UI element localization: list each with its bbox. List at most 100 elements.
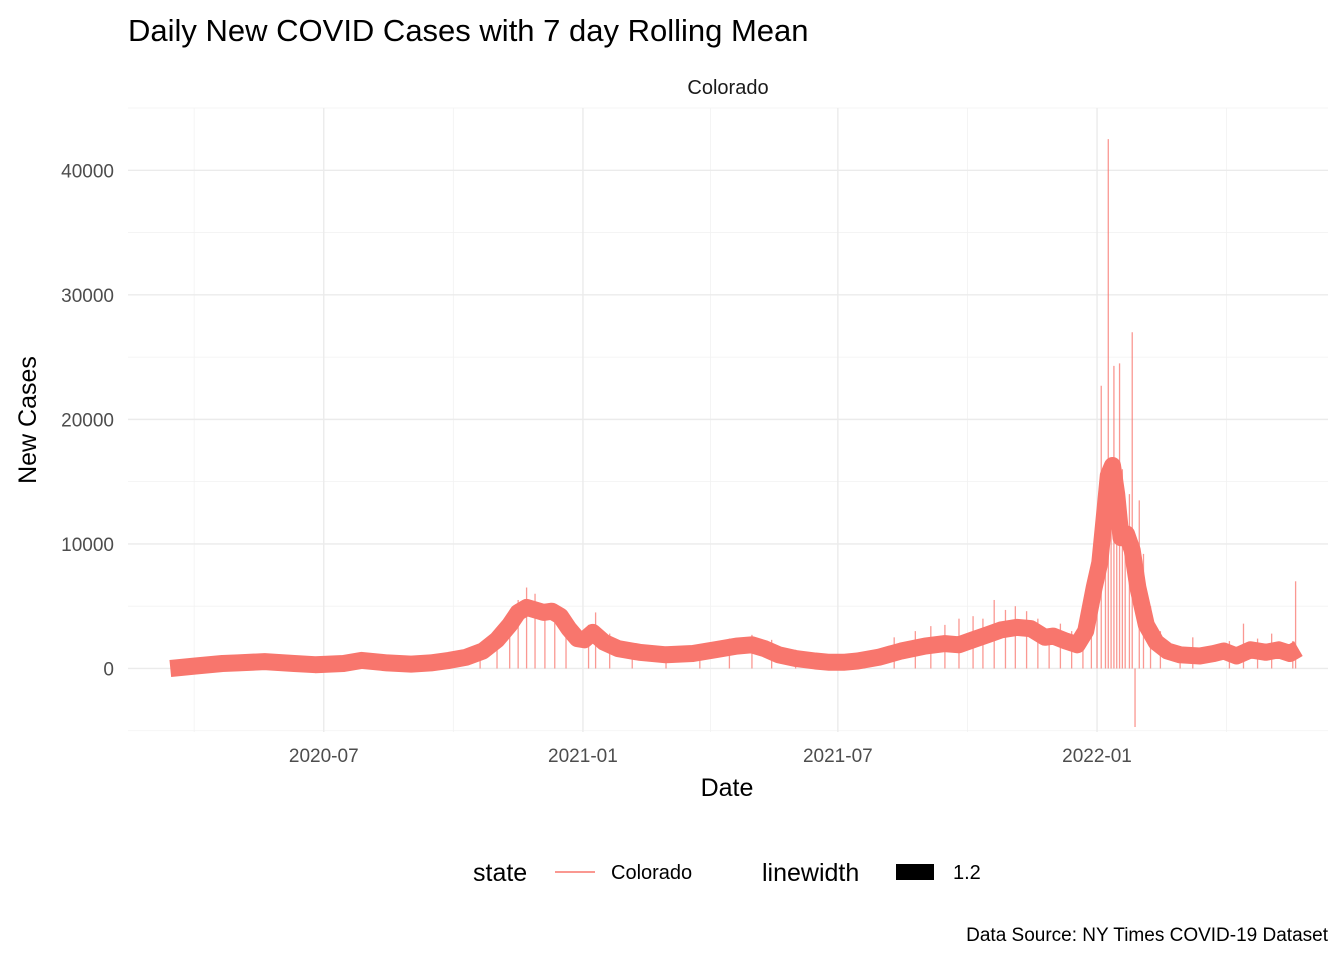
- rolling-mean-point: [1099, 562, 1101, 564]
- rolling-mean-point: [1155, 641, 1157, 643]
- rolling-mean-point: [986, 634, 988, 636]
- rolling-mean-point: [924, 645, 926, 647]
- x-tick-label: 2021-07: [803, 746, 873, 767]
- rolling-mean-point: [1137, 587, 1139, 589]
- plot-panel: [128, 107, 1328, 732]
- rolling-mean-point: [1145, 624, 1147, 626]
- rolling-mean-point: [314, 664, 316, 666]
- rolling-mean-point: [1126, 533, 1128, 535]
- y-tick-label: 0: [103, 659, 114, 680]
- rolling-mean-point: [559, 615, 561, 617]
- rolling-mean-point: [857, 660, 859, 662]
- rolling-mean-point: [1107, 474, 1109, 476]
- rolling-mean-point: [1223, 650, 1225, 652]
- legend-label-colorado: Colorado: [611, 862, 692, 884]
- rolling-mean-point: [1093, 587, 1095, 589]
- rolling-mean-point: [361, 659, 363, 661]
- rolling-mean-point: [1250, 649, 1252, 651]
- rolling-mean-point: [714, 649, 716, 651]
- rolling-mean-point: [482, 650, 484, 652]
- y-axis-ticks: 0 10000 20000 30000 40000: [61, 161, 114, 680]
- rolling-mean-line: [169, 457, 1303, 677]
- rolling-mean-point: [237, 662, 239, 664]
- rolling-mean-point: [1016, 626, 1018, 628]
- rolling-mean-point: [496, 639, 498, 641]
- rolling-mean-point: [583, 639, 585, 641]
- rolling-mean-point: [1166, 650, 1168, 652]
- rolling-mean-point: [1199, 655, 1201, 657]
- rolling-mean-point: [1213, 653, 1215, 655]
- rolling-mean-path: [169, 457, 1303, 677]
- rolling-mean-point: [342, 662, 344, 664]
- rolling-mean-point: [1103, 518, 1105, 520]
- caption: Data Source: NY Times COVID-19 Dataset: [966, 925, 1329, 946]
- facet-strip-label: Colorado: [687, 77, 768, 99]
- rolling-mean-point: [195, 665, 197, 667]
- rolling-mean-point: [1278, 649, 1280, 651]
- rolling-mean-point: [878, 656, 880, 658]
- rolling-mean-point: [764, 648, 766, 650]
- rolling-mean-point: [814, 660, 816, 662]
- rolling-mean-point: [386, 662, 388, 664]
- rolling-mean-point: [1065, 640, 1067, 642]
- rolling-mean-point: [1000, 629, 1002, 631]
- rolling-mean-point: [430, 662, 432, 664]
- x-axis-ticks: 2020-07 2021-01 2021-07 2022-01: [289, 746, 1132, 767]
- rolling-mean-point: [958, 644, 960, 646]
- rolling-mean-point: [542, 611, 544, 613]
- rolling-mean-point: [603, 641, 605, 643]
- rolling-mean-point: [972, 639, 974, 641]
- x-axis-title: Date: [701, 774, 754, 802]
- rolling-mean-point: [842, 661, 844, 663]
- rolling-mean-point: [1030, 628, 1032, 630]
- chart-title: Daily New COVID Cases with 7 day Rolling…: [128, 13, 809, 48]
- rolling-mean-point: [293, 662, 295, 664]
- rolling-mean-point: [1085, 630, 1087, 632]
- rolling-mean-point: [1131, 549, 1133, 551]
- rolling-mean-point: [1116, 493, 1118, 495]
- rolling-mean-point: [264, 661, 266, 663]
- rolling-mean-point: [1112, 464, 1114, 466]
- legend: state Colorado linewidth 1.2: [473, 859, 981, 887]
- y-tick-label: 10000: [61, 535, 114, 556]
- rolling-mean-point: [751, 644, 753, 646]
- rolling-mean-point: [517, 611, 519, 613]
- rolling-mean-point: [828, 661, 830, 663]
- y-tick-label: 40000: [61, 161, 114, 182]
- rolling-mean-point: [1265, 651, 1267, 653]
- rolling-mean-point: [778, 654, 780, 656]
- rolling-mean-point: [1052, 635, 1054, 637]
- x-tick-label: 2021-01: [548, 746, 618, 767]
- x-tick-label: 2020-07: [289, 746, 359, 767]
- rolling-mean-point: [1179, 654, 1181, 656]
- legend-label-linewidth-value: 1.2: [953, 862, 981, 884]
- rolling-mean-point: [526, 606, 528, 608]
- rolling-mean-point: [1297, 648, 1299, 650]
- rolling-mean-point: [944, 643, 946, 645]
- rolling-mean-point: [551, 610, 553, 612]
- rolling-mean-point: [1120, 537, 1122, 539]
- rolling-mean-point: [1235, 655, 1237, 657]
- rolling-mean-point: [465, 656, 467, 658]
- rolling-mean-point: [1076, 644, 1078, 646]
- rolling-mean-point: [509, 624, 511, 626]
- rolling-mean-point: [1044, 636, 1046, 638]
- y-tick-label: 20000: [61, 410, 114, 431]
- rolling-mean-point: [592, 631, 594, 633]
- rolling-mean-point: [169, 667, 171, 669]
- rolling-mean-point: [534, 609, 536, 611]
- rolling-mean-point: [638, 651, 640, 653]
- rolling-mean-point: [576, 638, 578, 640]
- rolling-mean-point: [617, 648, 619, 650]
- rolling-mean-point: [568, 628, 570, 630]
- rolling-mean-point: [1289, 653, 1291, 655]
- x-tick-label: 2022-01: [1062, 746, 1132, 767]
- rolling-mean-point: [692, 653, 694, 655]
- rolling-mean-point: [795, 658, 797, 660]
- rolling-mean-point: [900, 650, 902, 652]
- y-tick-label: 30000: [61, 286, 114, 307]
- rolling-mean-point: [410, 663, 412, 665]
- grid-minor-y: [128, 107, 1328, 732]
- rolling-mean-point: [665, 654, 667, 656]
